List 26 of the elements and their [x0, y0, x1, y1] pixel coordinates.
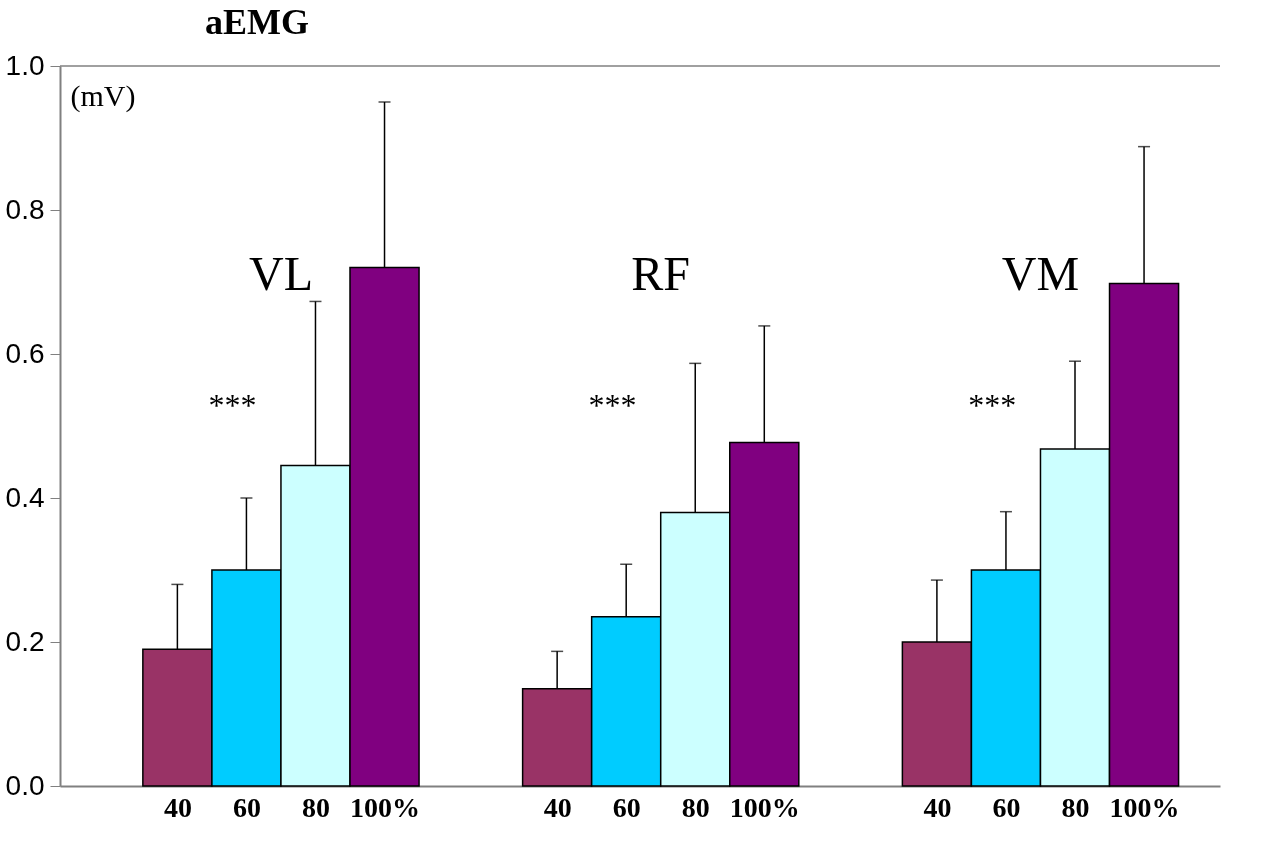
annotation: VL — [248, 247, 313, 300]
x-tick-label: 100% — [350, 791, 421, 823]
annotation: RF — [631, 247, 691, 300]
x-tick-label: 40 — [923, 791, 952, 823]
x-tick-label: 80 — [1061, 791, 1090, 823]
y-tick-label: 0.4 — [5, 481, 45, 513]
y-tick-label: 0.0 — [5, 769, 45, 801]
x-tick-label: 60 — [232, 791, 261, 823]
annotation: *** — [208, 387, 257, 423]
chart-title: aEMG — [205, 2, 310, 42]
y-axis-title: (mV) — [70, 78, 136, 113]
y-tick-label: 0.8 — [5, 193, 45, 225]
x-tick-label: 80 — [681, 791, 710, 823]
x-tick-label: 100% — [729, 791, 800, 823]
y-tick-label: 0.2 — [5, 625, 45, 657]
x-tick-label: 80 — [301, 791, 330, 823]
x-tick-label: 40 — [543, 791, 572, 823]
y-tick-label: 0.6 — [5, 337, 45, 369]
x-tick-label: 100% — [1109, 791, 1180, 823]
annotation: *** — [968, 387, 1017, 423]
y-tick-label: 1.0 — [5, 49, 45, 81]
annotation: *** — [588, 387, 637, 423]
annotation: VM — [1001, 247, 1080, 300]
x-tick-label: 40 — [163, 791, 192, 823]
x-tick-label: 60 — [612, 791, 641, 823]
x-tick-label: 60 — [992, 791, 1021, 823]
